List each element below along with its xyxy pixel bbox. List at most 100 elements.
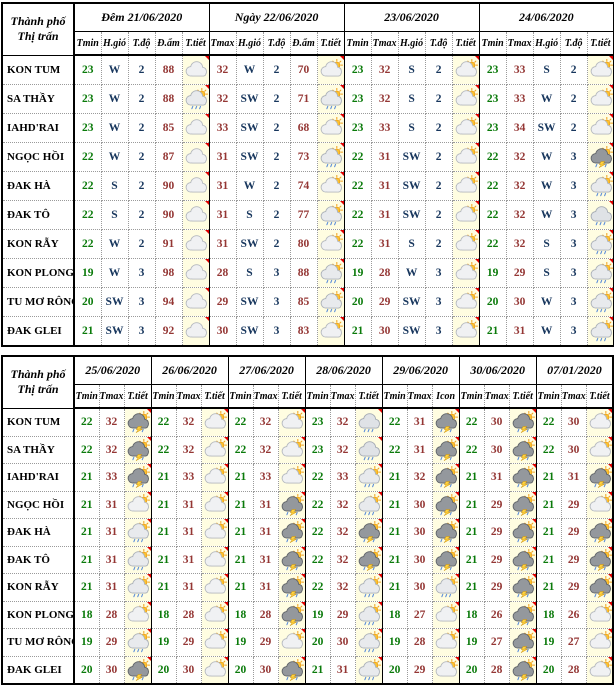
tmin-value: 22 [458,435,485,464]
partly-cloudy-icon [588,59,613,78]
weather-cell [200,573,229,602]
tmin-value: 20 [227,655,254,685]
thunderstorm-icon [433,521,458,544]
tmin-value: 19 [73,628,100,657]
tmax-value: 32 [175,407,202,437]
partly-cloudy-icon [587,411,612,430]
lvl-value: 2 [424,171,453,201]
table-row: ĐAK TÔ 22 S 2 90 31 S 2 77 22 31 SW 2 22 32 W 3 [1,200,614,230]
tmin-value: 22 [343,200,372,230]
wind-value: S [532,258,561,288]
table-row: SA THẦY 22 32 22 32 22 32 23 32 22 31 22 30 22 30 [1,435,614,464]
col-header: H.gió [235,31,264,56]
weather-cell [123,655,152,685]
tmax-value: 29 [483,545,510,574]
weather-cell [181,316,210,347]
weather-cell [277,518,306,547]
tmin-value: 18 [381,600,408,629]
tmax-value: 32 [505,229,534,259]
tmax-value: 32 [329,435,356,464]
thunderstorm-icon [587,466,612,489]
tmin-value: 19 [478,258,507,288]
town-name: SA THẦY [1,435,75,464]
tmax-value: 29 [175,628,202,657]
thunderstorm-icon [433,466,458,489]
thunderstorm-icon [510,438,535,461]
lvl-value: 3 [127,316,156,347]
tmin-value: 20 [381,655,408,685]
wind-value: W [532,287,561,317]
tmax-value: 31 [208,229,237,259]
tmax-value: 33 [505,54,534,85]
tmin-value: 21 [73,573,100,602]
partly-cloudy-icon [202,411,227,430]
corner-line1: Thành phố [10,367,66,382]
sun-shower-icon [125,521,150,543]
partly-cloudy-icon [587,493,612,512]
tmin-value: 21 [150,545,177,574]
tmin-value: 23 [304,435,331,464]
weather-cell [586,229,614,259]
tmax-value: 31 [252,573,279,602]
tmin-value: 18 [73,600,100,629]
wind-value: SW [397,316,426,347]
tmin-value: 22 [73,435,100,464]
tmin-value: 23 [478,84,507,114]
tmax-value: 29 [483,490,510,519]
weather-cell [586,54,614,85]
hum-value: 74 [289,171,318,201]
weather-cell [586,171,614,201]
cloudy-icon [183,148,208,165]
tmax-value: 30 [483,435,510,464]
date-header-t2-4: 29/06/2020 [381,355,460,385]
weather-cell [181,142,210,172]
town-name: KON RẪY [1,573,75,602]
weather-cell [585,407,614,437]
thunderstorm-icon [510,466,535,489]
weather-cell [354,545,383,574]
col-header: H.gió [397,31,426,56]
weather-cell [431,490,460,519]
weather-cell [508,490,537,519]
tmax-value: 33 [505,84,534,114]
town-name: NGỌC HỒI [1,490,75,519]
hum-value: 94 [154,287,183,317]
weather-cell [277,655,306,685]
tmax-value: 31 [175,518,202,547]
wind-value: W [100,54,129,85]
tmin-value: 21 [458,518,485,547]
lvl-value: 3 [424,287,453,317]
tmin-value: 21 [458,573,485,602]
partly-cloudy-icon [453,233,478,252]
lvl-value: 2 [262,229,291,259]
tmax-value: 31 [98,545,125,574]
weather-cell [181,84,210,114]
lvl-value: 3 [127,287,156,317]
town-name: ĐAK TÔ [1,200,75,230]
tmax-value: 28 [370,258,399,288]
tmax-value: 29 [329,600,356,629]
lvl-value: 3 [262,258,291,288]
rain-icon [356,413,381,433]
weather-cell [508,655,537,685]
thunderstorm-icon [433,493,458,516]
wind-value: S [532,229,561,259]
partly-cloudy-icon [279,411,304,430]
sun-shower-icon [125,548,150,571]
wind-value: W [235,171,264,201]
tmax-value: 30 [175,655,202,685]
partly-cloudy-icon [587,603,612,622]
tmax-value: 29 [370,287,399,317]
table-row: ĐAK TÔ 21 31 21 31 21 31 22 32 21 30 21 29 21 29 [1,545,614,574]
hum-value: 88 [154,84,183,114]
partly-cloudy-icon [453,117,478,136]
date-header-row: Thành phố Thị trấn Đêm 21/06/2020 Ngày 22/0… [1,2,614,56]
tmin-value: 22 [73,229,102,259]
tmin-value: 22 [458,407,485,437]
lvl-value: 2 [262,200,291,230]
lvl-value: 2 [127,142,156,172]
tmin-value: 18 [535,600,562,629]
wind-value: W [532,316,561,347]
tmin-value: 22 [73,171,102,201]
col-header: Tmax [406,384,433,409]
